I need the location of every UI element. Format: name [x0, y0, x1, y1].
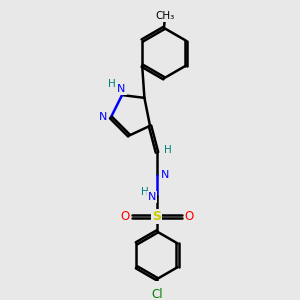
- Text: H: H: [164, 145, 172, 155]
- Text: N: N: [117, 84, 126, 94]
- Text: H: H: [107, 80, 115, 89]
- Text: N: N: [148, 192, 156, 202]
- Text: O: O: [120, 210, 130, 223]
- Text: S: S: [152, 210, 161, 223]
- Text: N: N: [160, 170, 169, 180]
- Text: O: O: [184, 210, 194, 223]
- Text: N: N: [99, 112, 107, 122]
- Text: H: H: [141, 188, 149, 197]
- Text: CH₃: CH₃: [156, 11, 175, 21]
- Text: Cl: Cl: [151, 288, 163, 300]
